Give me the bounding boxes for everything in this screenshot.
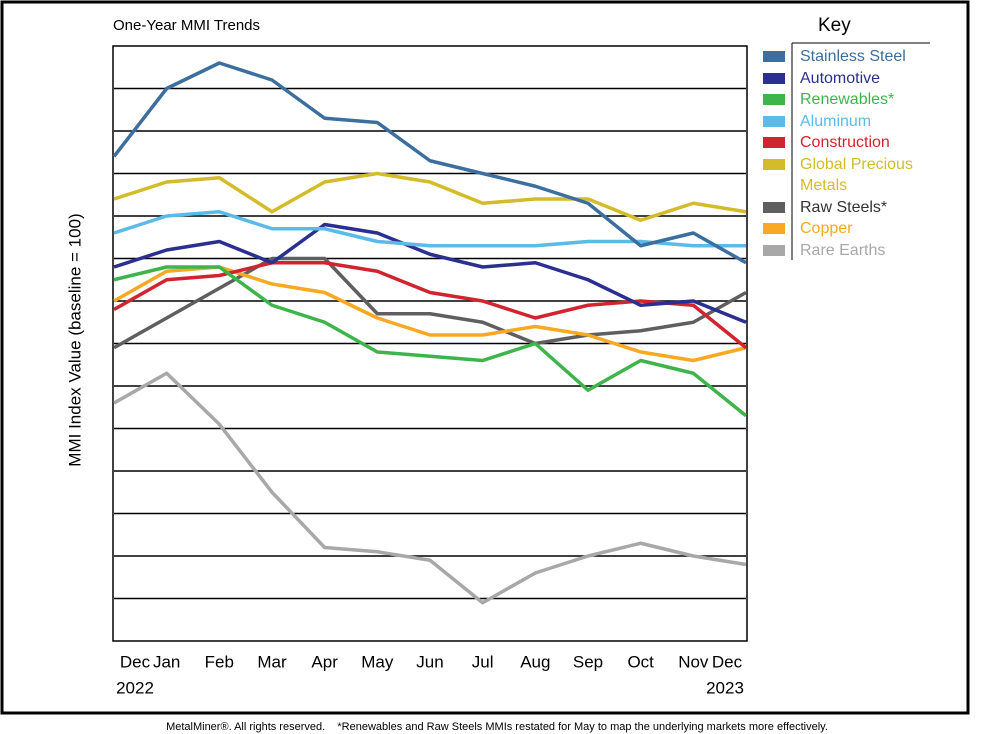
legend-item: Renewables* [763, 89, 938, 111]
legend-title: Key [818, 15, 851, 36]
legend-item: Copper [763, 218, 938, 240]
legend-item: Aluminum [763, 111, 938, 133]
x-tick-label: Aug [520, 652, 550, 671]
legend-label: Raw Steels* [800, 198, 888, 216]
legend-label: Aluminum [800, 112, 872, 130]
legend-swatch [763, 115, 785, 127]
x-tick-label: May [361, 652, 394, 671]
legend-label: Automotive [800, 69, 881, 87]
legend-item: Rare Earths [763, 240, 938, 262]
x-tick-label: Sep [573, 652, 603, 671]
legend-swatch [763, 72, 785, 84]
series-line [112, 61, 747, 265]
x-tick-label: Jul [472, 652, 494, 671]
legend-item: Raw Steels* [763, 197, 938, 219]
x-tick-label: Feb [205, 652, 234, 671]
year-label: 2022 [116, 678, 154, 697]
legend-item: Stainless Steel [763, 46, 938, 68]
legend-label: Copper [800, 220, 853, 237]
y-axis-label: MMI Index Value (baseline = 100) [65, 213, 84, 466]
x-tick-label: Dec [712, 652, 743, 671]
legend-label: Global Precious Metals [800, 155, 913, 195]
legend-item: Global Precious Metals [763, 154, 938, 197]
legend-swatch [763, 137, 785, 148]
x-tick-label: Mar [257, 652, 287, 671]
legend-swatch [763, 158, 785, 170]
x-tick-label: Oct [627, 652, 654, 671]
legend-label: Construction [800, 134, 890, 151]
legend-swatch [763, 201, 785, 213]
series-line [113, 261, 748, 350]
plot-border [112, 45, 748, 642]
x-tick-label: Jan [153, 652, 180, 671]
series-line [113, 171, 747, 222]
legend-label: Renewables* [800, 91, 895, 108]
legend-label: Rare Earths [800, 241, 886, 259]
legend-swatch [763, 51, 785, 62]
legend-swatch [763, 244, 785, 256]
series-line [113, 222, 747, 324]
legend-item: Construction [763, 132, 938, 154]
x-tick-label: Dec [120, 652, 151, 671]
year-label: 2023 [706, 678, 744, 697]
frame [0, 0, 970, 715]
series-line [113, 256, 747, 350]
series-line [113, 371, 747, 605]
legend-swatch [763, 223, 785, 234]
legend-swatch [763, 94, 785, 105]
legend: Stainless Steel Automotive Renewables* Alum… [763, 46, 938, 261]
x-tick-label: Nov [678, 652, 709, 671]
series-line [113, 265, 748, 418]
x-tick-label: Apr [311, 652, 338, 671]
series-line [113, 210, 746, 248]
chart-title: One-Year MMI Trends [113, 17, 260, 34]
x-tick-label: Jun [416, 652, 443, 671]
footnote: MetalMiner®. All rights reserved. *Renew… [166, 721, 828, 733]
legend-item: Automotive [763, 68, 938, 90]
legend-label: Stainless Steel [800, 48, 906, 65]
